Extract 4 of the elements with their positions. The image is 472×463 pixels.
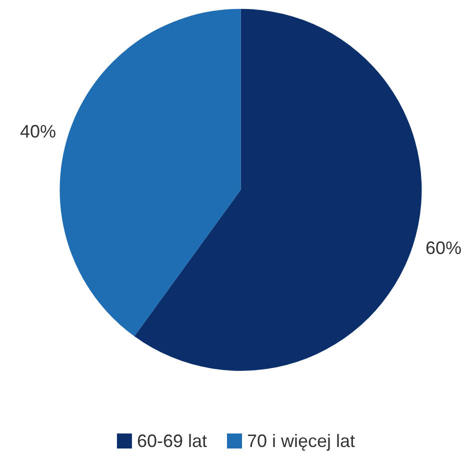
legend-label: 60-69 lat bbox=[136, 431, 208, 451]
data-label: 60% bbox=[425, 238, 462, 258]
legend-label: 70 i więcej lat bbox=[247, 431, 356, 451]
data-label: 40% bbox=[20, 121, 56, 142]
